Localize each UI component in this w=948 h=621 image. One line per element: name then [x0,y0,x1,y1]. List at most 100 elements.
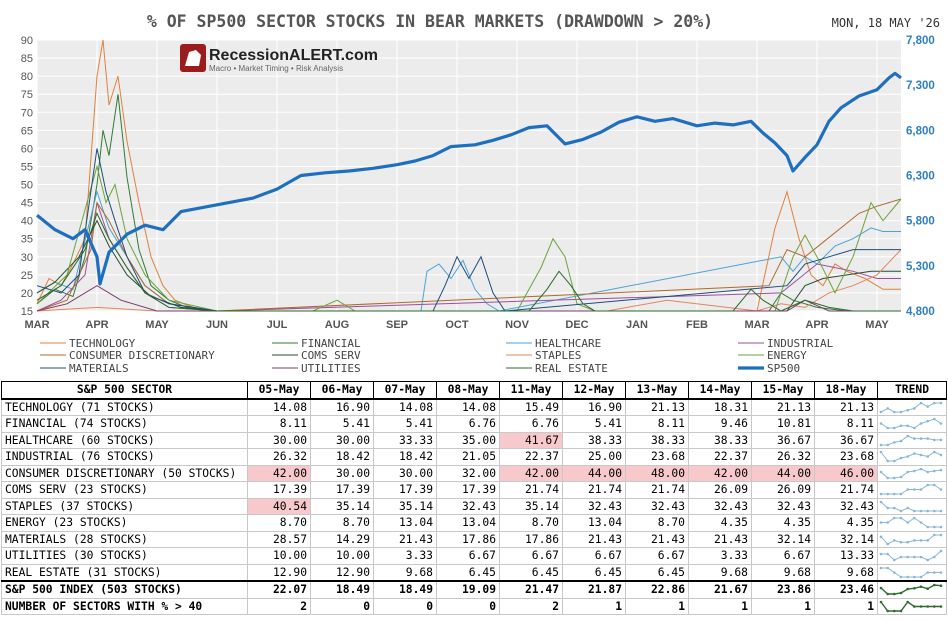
sparkline-point [939,453,943,457]
sparkline-point [919,488,923,492]
sparkline-point [939,401,943,405]
sparkline-point [886,552,889,556]
sparkline-point [926,483,929,487]
value-cell: 33.33 [373,431,437,449]
sector-column-header: S&P 500 SECTOR [1,381,248,400]
legend-label: ENERGY [767,349,807,362]
value-cell: 1 [814,597,878,615]
sparkline-point [926,420,929,423]
sector-name: UTILITIES (30 STOCKS) [1,547,248,565]
sparkline-point [886,406,889,410]
value-cell: 4.35 [688,514,752,532]
value-cell: 22.07 [247,580,311,599]
x-tick-label: JAN [626,319,648,331]
value-cell: 32.00 [436,464,500,482]
trend-cell [877,530,947,548]
value-cell: 40.54 [247,497,311,515]
x-tick-label: OCT [445,319,469,331]
series-line-healthcare [36,189,901,312]
sparkline-point [919,555,923,559]
sparkline-line [880,418,942,429]
table-row: MATERIALS (28 STOCKS) 28.57 14.29 21.43 17.8… [1,530,947,548]
value-cell: 18.49 [310,580,374,599]
value-cell: 21.43 [625,530,689,548]
value-cell: 26.09 [751,481,815,499]
sparkline-point [893,492,896,496]
value-cell: 8.70 [625,514,689,532]
value-cell: 15.49 [499,398,563,416]
sparkline-point [939,438,943,441]
date-column-header: 07-May [373,381,437,400]
sparkline-point [899,509,903,513]
sparkline-point [919,575,923,579]
sparkline-line [880,600,941,612]
sparkline-point [899,575,903,579]
value-cell: 22.37 [688,448,752,466]
y-right-tick-label: 6,800 [906,125,935,137]
chart: % OF SP500 SECTOR STOCKS IN BEAR MARKETS… [20,12,940,375]
value-cell: 0 [436,597,500,615]
sparkline-point [913,555,916,559]
value-cell: 17.39 [373,481,437,499]
sparkline-point [939,488,943,492]
value-cell: 21.13 [814,398,878,416]
sparkline-point [886,506,889,510]
sparkline-point [913,604,916,608]
value-cell: 32.43 [625,497,689,515]
value-cell: 21.74 [562,481,626,499]
sparkline-point [913,575,916,579]
sparkline-point [926,558,929,562]
sparkline-point [886,609,889,613]
sparkline-point [939,509,943,513]
value-cell: 42.00 [688,464,752,482]
sparkline-point [886,443,889,447]
y-left-tick-label: 90 [21,35,33,47]
legend-label: UTILITIES [301,362,361,375]
value-cell: 41.67 [499,431,563,449]
y-right-tick-label: 5,300 [906,261,935,273]
value-cell: 21.13 [751,398,815,416]
left-axis-ticks: 15 20 25 30 35 40 45 50 55 60 65 70 75 80 85 90 [21,35,33,318]
legend-label: STAPLES [535,349,581,362]
value-cell: 4.35 [751,514,815,532]
sparkline-point [899,456,903,460]
value-cell: 38.33 [625,431,689,449]
sparkline-point [879,422,883,426]
value-cell: 32.43 [562,497,626,515]
x-tick-label: JUL [267,319,288,331]
trend-sparkline [879,467,943,480]
value-cell: 9.68 [688,563,752,582]
sparkline-point [893,558,896,562]
sparkline-point [893,410,896,414]
sector-name: MATERIALS (28 STOCKS) [1,530,248,548]
sparkline-line [881,435,941,446]
value-cell: 23.68 [625,448,689,466]
sparkline-point [913,469,916,473]
table-row: CONSUMER DISCRETIONARY (50 STOCKS) 42.00 3… [1,464,947,482]
sparkline-point [919,467,923,471]
sparkline-point [879,600,883,604]
sparkline-point [893,440,896,444]
sparkline-point [893,592,896,596]
value-cell: 13.04 [373,514,437,532]
value-cell: 38.33 [688,431,752,449]
value-cell: 26.32 [751,448,815,466]
sparkline-point [939,533,943,537]
sparkline-point [879,492,883,496]
value-cell: 35.14 [310,497,374,515]
value-cell: 44.00 [751,464,815,482]
sparkline-line [881,567,941,578]
y-left-tick-label: 50 [21,180,33,192]
sparkline-point [939,570,943,574]
y-left-tick-label: 75 [21,89,33,101]
sparkline-line [880,501,941,512]
sparkline-point [926,604,929,608]
value-cell: 5.41 [373,415,437,433]
value-cell: 14.08 [373,398,437,416]
sector-table-wrapper: S&P 500 SECTOR 05-May 06-May 07-May 08-May 1… [1,381,947,615]
sparkline-point [933,555,936,559]
sparkline-point [933,604,936,608]
value-cell: 22.86 [625,580,689,599]
sparkline-point [879,552,883,556]
sector-name: TECHNOLOGY (71 STOCKS) [1,398,248,416]
